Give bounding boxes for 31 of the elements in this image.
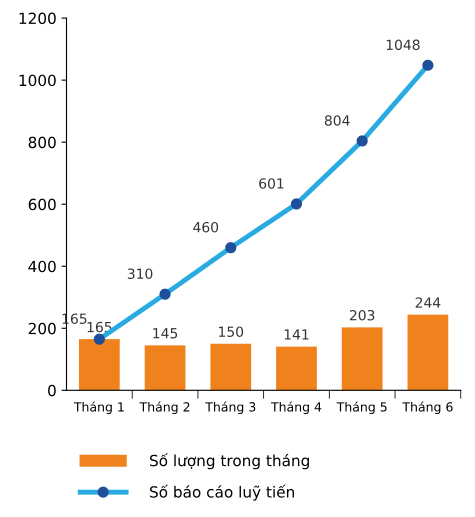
data-label: 141 bbox=[284, 329, 308, 340]
y-tick-label: 1000 bbox=[20, 74, 56, 86]
bar bbox=[210, 344, 252, 390]
x-tick-label: Tháng 3 bbox=[205, 401, 256, 414]
y-tick-label: 600 bbox=[28, 198, 56, 210]
data-label: 244 bbox=[416, 297, 440, 308]
x-tick-label: Tháng 2 bbox=[140, 401, 190, 414]
bar bbox=[342, 327, 383, 390]
y-tick-label: 0 bbox=[48, 384, 56, 396]
y-tick-label: 1200 bbox=[20, 12, 56, 24]
y-tick-label: 400 bbox=[28, 260, 56, 272]
bar bbox=[276, 346, 317, 390]
x-tick-label: Tháng 6 bbox=[402, 401, 453, 414]
x-tick-label: Tháng 4 bbox=[270, 401, 322, 414]
data-label: 1048 bbox=[386, 40, 420, 50]
data-label: 150 bbox=[219, 326, 244, 337]
bar bbox=[78, 339, 120, 390]
x-tick-label: Tháng 1 bbox=[74, 401, 124, 414]
data-label: 804 bbox=[324, 115, 350, 126]
bar bbox=[144, 345, 186, 390]
legend-label: Số lượng trong tháng bbox=[150, 453, 309, 470]
data-label: 310 bbox=[128, 268, 152, 279]
data-label: 460 bbox=[193, 222, 218, 232]
bar bbox=[408, 314, 448, 390]
data-label: 203 bbox=[350, 310, 374, 321]
x-tick-label: Tháng 5 bbox=[336, 401, 387, 414]
y-tick-label: 200 bbox=[28, 322, 56, 334]
legend-label: Số báo cáo luỹ tiến bbox=[150, 484, 294, 501]
y-tick-label: 800 bbox=[28, 136, 56, 148]
data-label: 145 bbox=[153, 328, 178, 338]
data-label: 601 bbox=[259, 178, 284, 189]
